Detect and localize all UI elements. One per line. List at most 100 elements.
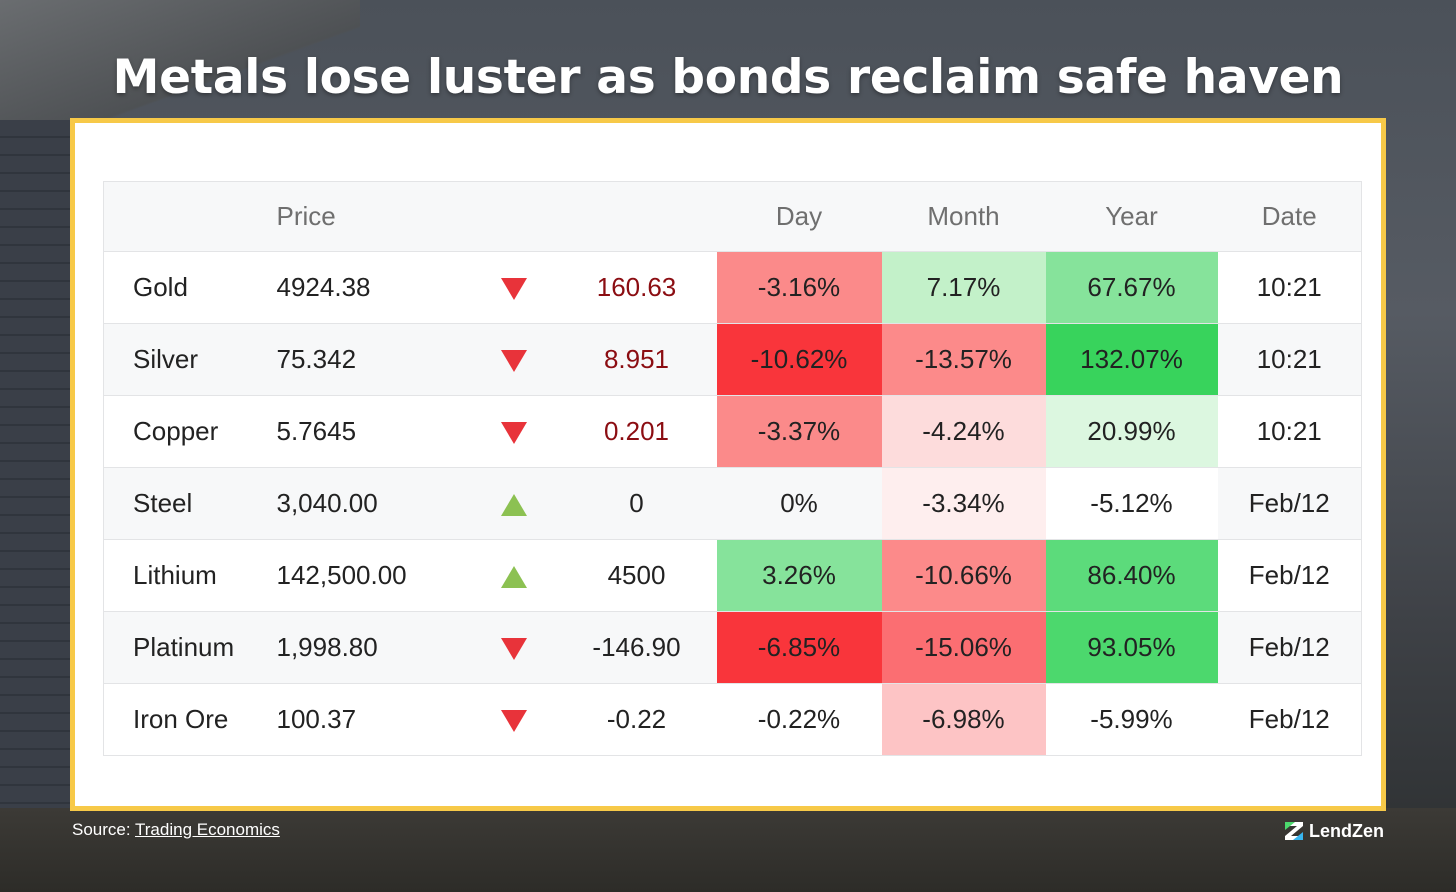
direction-cell: [471, 323, 557, 396]
metal-price: 5.7645: [276, 395, 472, 468]
day-change-text: -0.22%: [757, 704, 841, 734]
day-change-text: -6.85%: [757, 632, 841, 662]
change-value: -0.22: [556, 683, 717, 756]
metal-price-text: 3,040.00: [276, 488, 378, 518]
header-name: [103, 181, 277, 252]
update-date: Feb/12: [1217, 467, 1362, 540]
metal-name: Silver: [103, 323, 277, 396]
day-change-text: 0%: [780, 488, 818, 518]
brand-name: LendZen: [1309, 820, 1384, 841]
table-row: Iron Ore 100.37 -0.22 -0.22% -6.98% -5.99% Feb…: [103, 683, 1362, 756]
day-change: 0%: [716, 467, 882, 540]
table-row: Lithium 142,500.00 4500 3.26% -10.66% 86.40% F…: [103, 539, 1362, 612]
update-date: Feb/12: [1217, 539, 1362, 612]
source-credit: Source: Trading Economics: [72, 820, 280, 840]
year-change: 67.67%: [1045, 251, 1218, 324]
background-house-siding: [0, 120, 75, 892]
month-change: -10.66%: [881, 539, 1046, 612]
day-change: -10.62%: [716, 323, 882, 396]
direction-cell: [471, 395, 557, 468]
metal-price-text: 5.7645: [276, 416, 357, 446]
change-value-text: 0: [629, 488, 644, 518]
month-change: -13.57%: [881, 323, 1046, 396]
table-row: Gold 4924.38 160.63 -3.16% 7.17% 67.67% 10:21: [103, 251, 1362, 324]
metal-price: 4924.38: [276, 251, 472, 324]
day-change: 3.26%: [716, 539, 882, 612]
month-change: -3.34%: [881, 467, 1046, 540]
change-value: -146.90: [556, 611, 717, 684]
metal-name-text: Gold: [133, 272, 188, 302]
metal-price: 3,040.00: [276, 467, 472, 540]
change-value: 8.951: [556, 323, 717, 396]
year-change-text: 132.07%: [1080, 344, 1183, 374]
header-price: Price: [276, 181, 472, 252]
day-change: -6.85%: [716, 611, 882, 684]
change-value: 160.63: [556, 251, 717, 324]
metal-name: Gold: [103, 251, 277, 324]
day-change-text: -3.37%: [757, 416, 841, 446]
update-date-text: 10:21: [1256, 272, 1322, 302]
year-change-text: -5.99%: [1090, 704, 1173, 734]
metal-name-text: Silver: [133, 344, 199, 374]
update-date-text: Feb/12: [1248, 560, 1330, 590]
update-date-text: Feb/12: [1248, 488, 1330, 518]
month-change-text: -6.98%: [922, 704, 1005, 734]
header-month: Month: [881, 181, 1046, 252]
year-change-text: 67.67%: [1087, 272, 1176, 302]
lendzen-logo-icon: [1285, 822, 1303, 840]
metals-table: Price Day Month Year Date Gold 4924.38 160…: [103, 181, 1362, 756]
change-value-text: 0.201: [603, 416, 670, 446]
day-change-text: -10.62%: [750, 344, 848, 374]
down-arrow-icon: [501, 350, 527, 373]
metal-price-text: 1,998.80: [276, 632, 378, 662]
brand-logo: LendZen: [1283, 820, 1384, 842]
table-row: Steel 3,040.00 0 0% -3.34% -5.12% Feb/12: [103, 467, 1362, 540]
change-value-text: -0.22: [606, 704, 667, 734]
metal-price-text: 142,500.00: [276, 560, 407, 590]
background-roof: [0, 0, 360, 130]
metal-name: Steel: [103, 467, 277, 540]
metal-price-text: 75.342: [276, 344, 357, 374]
header-date: Date: [1217, 181, 1362, 252]
update-date: 10:21: [1217, 323, 1362, 396]
month-change: 7.17%: [881, 251, 1046, 324]
metal-name-text: Iron Ore: [133, 704, 229, 734]
header-direction: [471, 181, 557, 252]
source-link[interactable]: Trading Economics: [135, 820, 280, 839]
day-change: -3.37%: [716, 395, 882, 468]
day-change: -3.16%: [716, 251, 882, 324]
year-change: 20.99%: [1045, 395, 1218, 468]
year-change: -5.12%: [1045, 467, 1218, 540]
update-date-text: Feb/12: [1248, 632, 1330, 662]
month-change-text: -15.06%: [915, 632, 1012, 662]
down-arrow-icon: [501, 422, 527, 445]
table-card: Price Day Month Year Date Gold 4924.38 160…: [70, 118, 1386, 811]
down-arrow-icon: [501, 638, 527, 661]
table-row: Silver 75.342 8.951 -10.62% -13.57% 132.07% 10…: [103, 323, 1362, 396]
metal-name-text: Copper: [133, 416, 219, 446]
direction-cell: [471, 467, 557, 540]
header-day: Day: [716, 181, 882, 252]
year-change-text: -5.12%: [1090, 488, 1173, 518]
metal-price-text: 4924.38: [276, 272, 371, 302]
day-change-text: 3.26%: [762, 560, 836, 590]
change-value-text: 160.63: [596, 272, 677, 302]
month-change-text: -10.66%: [915, 560, 1012, 590]
month-change-text: -13.57%: [915, 344, 1012, 374]
update-date-text: 10:21: [1256, 416, 1322, 446]
month-change-text: -3.34%: [922, 488, 1005, 518]
metal-price: 1,998.80: [276, 611, 472, 684]
direction-cell: [471, 683, 557, 756]
day-change-text: -3.16%: [757, 272, 841, 302]
header-change: [556, 181, 717, 252]
direction-cell: [471, 251, 557, 324]
update-date-text: Feb/12: [1248, 704, 1330, 734]
day-change: -0.22%: [716, 683, 882, 756]
direction-cell: [471, 539, 557, 612]
year-change-text: 20.99%: [1087, 416, 1176, 446]
metal-price: 75.342: [276, 323, 472, 396]
metal-name-text: Steel: [133, 488, 193, 518]
year-change-text: 93.05%: [1087, 632, 1176, 662]
metal-name-text: Platinum: [133, 632, 235, 662]
metal-name-text: Lithium: [133, 560, 217, 590]
